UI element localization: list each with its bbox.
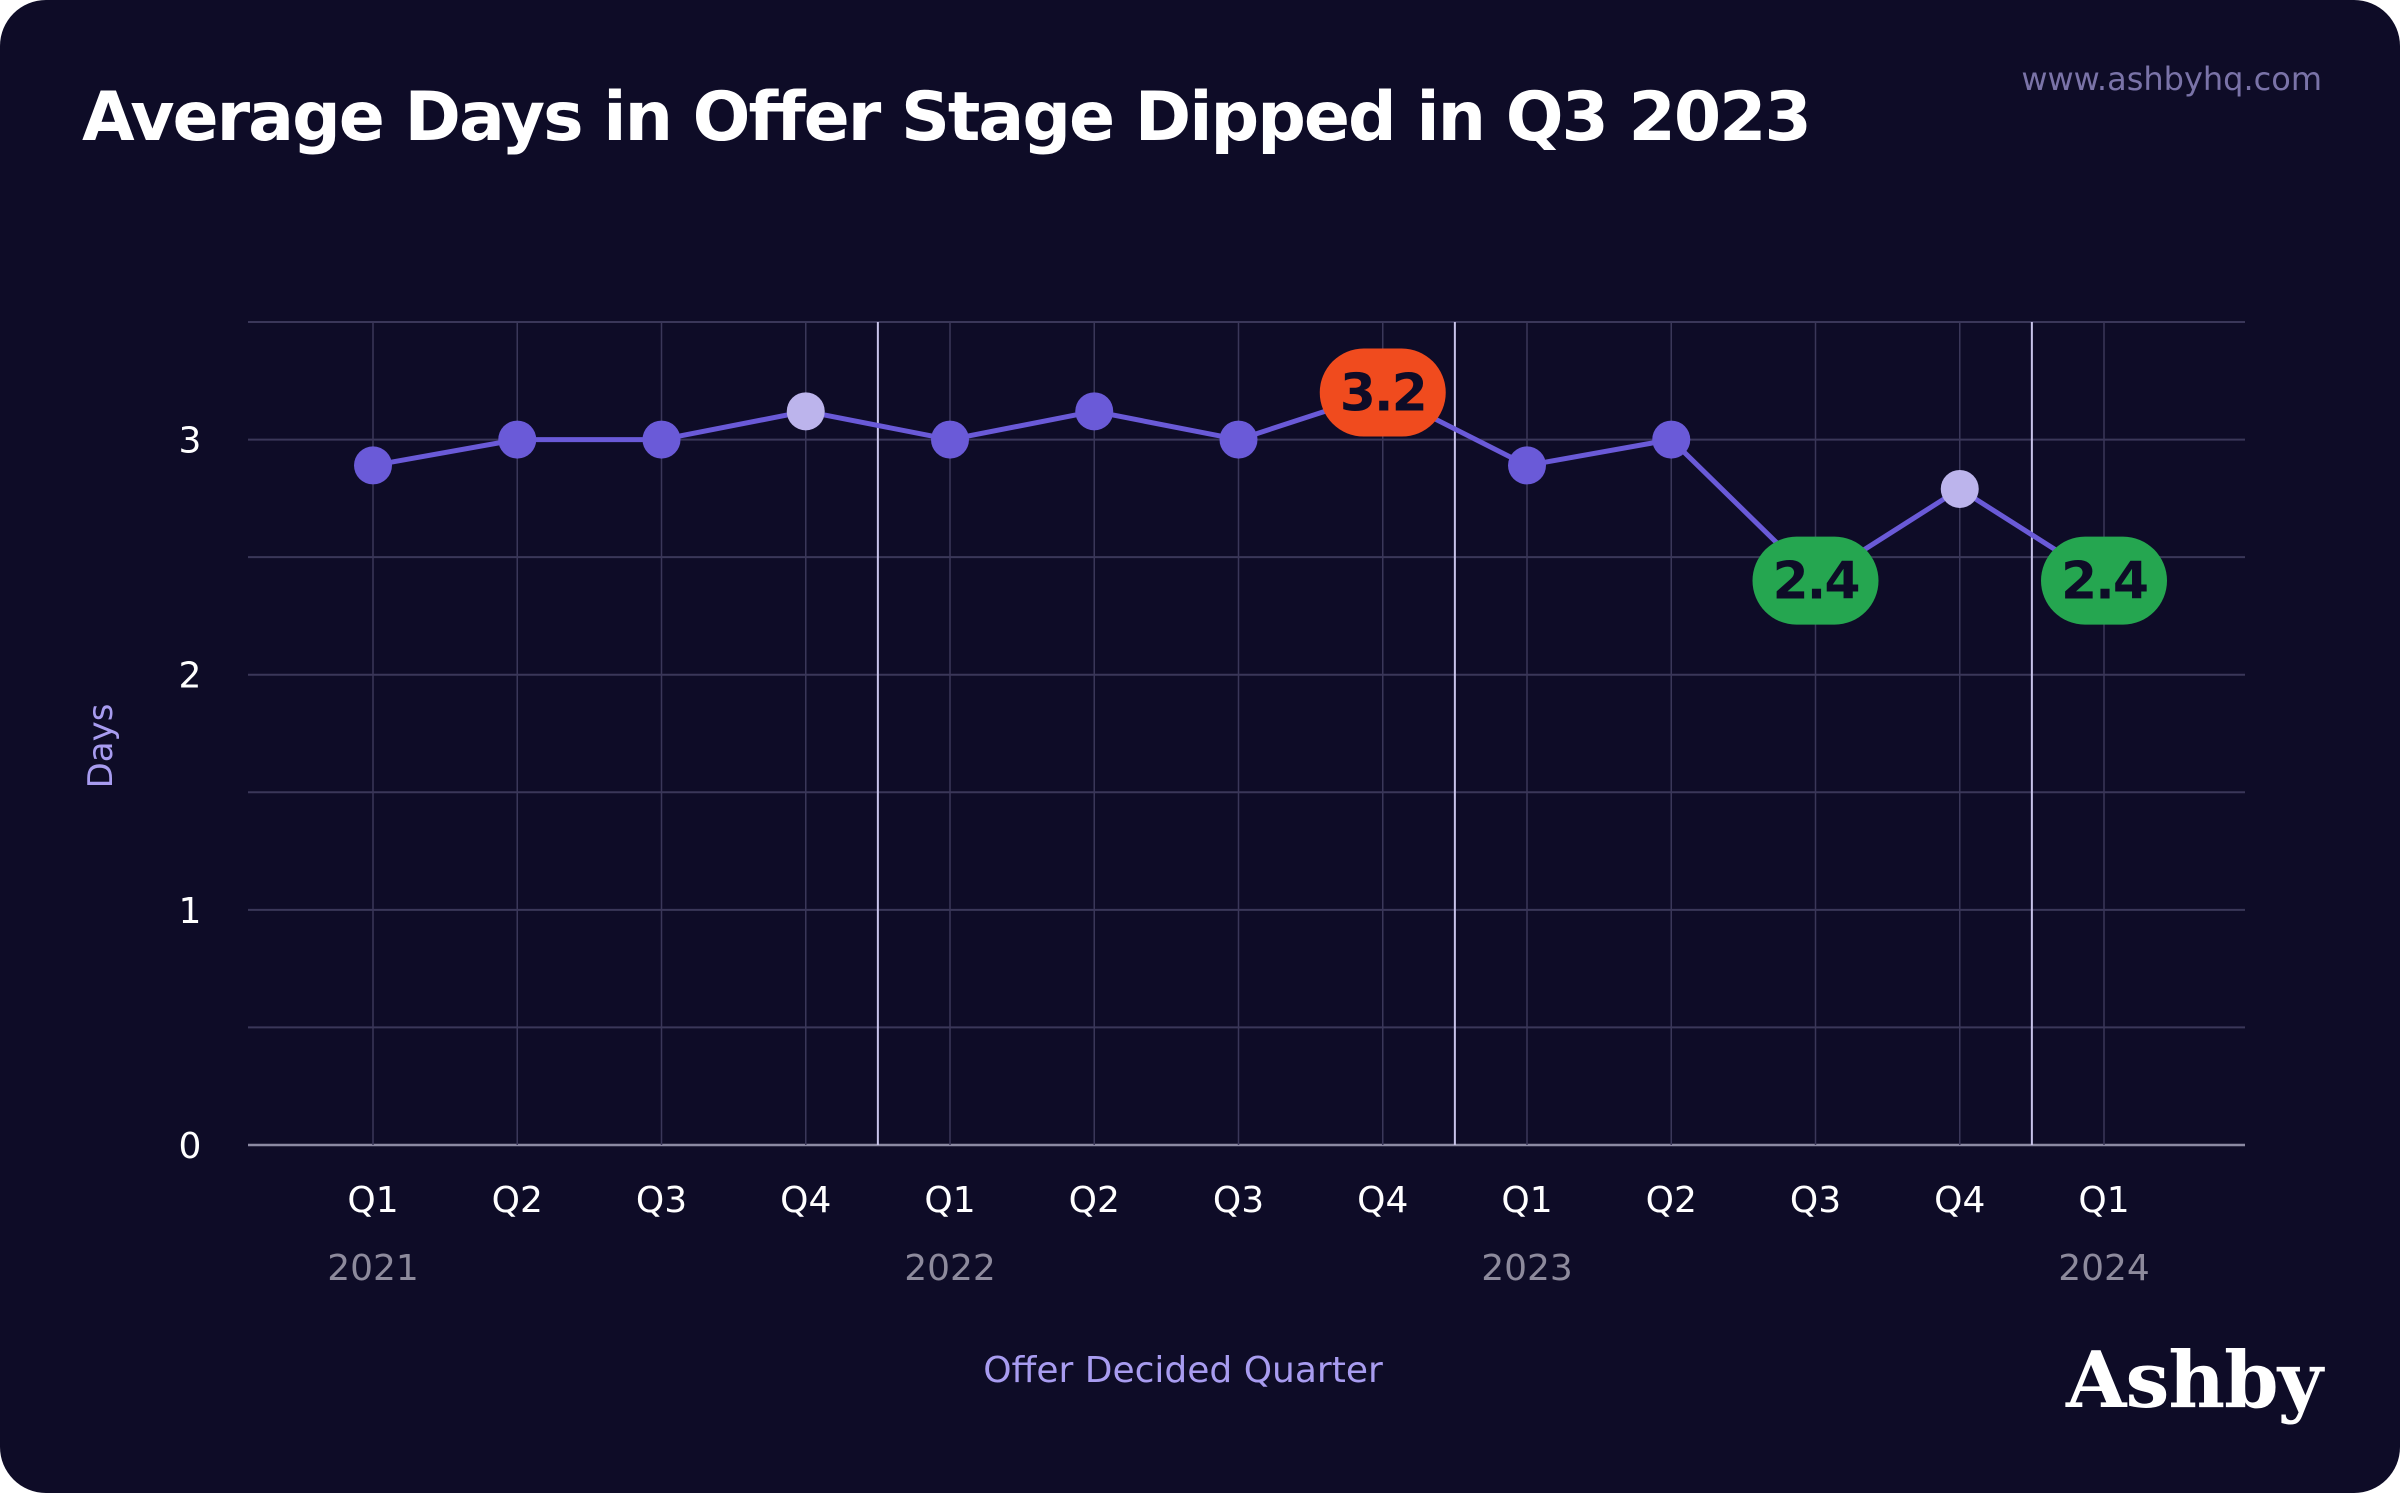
x-tick-label: Q4 — [780, 1180, 831, 1221]
chart-title: Average Days in Offer Stage Dipped in Q3… — [82, 78, 1812, 157]
data-label: 2.4 — [1772, 552, 1858, 612]
x-tick-label: Q1 — [2078, 1180, 2129, 1221]
x-tick-label: Q1 — [347, 1180, 398, 1221]
highlighted-data-point — [1940, 469, 1979, 508]
peak-value-badge — [1319, 348, 1446, 437]
year-label: 2021 — [327, 1248, 419, 1289]
x-tick-label: Q4 — [1934, 1180, 1985, 1221]
data-labels: 3.2 2.4 2.4 — [1319, 348, 2167, 625]
ashby-logo: Ashby — [2065, 1335, 2323, 1426]
y-tick-label: 3 — [179, 421, 202, 462]
data-point — [498, 420, 537, 459]
data-point — [1075, 392, 1114, 431]
low-value-badge — [2041, 536, 2167, 625]
year-label: 2024 — [2058, 1248, 2150, 1289]
x-tick-label: Q2 — [1069, 1180, 1120, 1221]
low-value-badge — [1752, 536, 1879, 625]
data-point — [354, 446, 392, 485]
data-label: 3.2 — [1340, 364, 1426, 424]
data-point — [931, 420, 969, 459]
data-point — [642, 420, 681, 459]
data-points — [354, 392, 1979, 508]
year-label: 2022 — [904, 1248, 996, 1289]
x-tick-label: Q2 — [1646, 1180, 1697, 1221]
data-label: 2.4 — [2061, 552, 2147, 612]
x-tick-label: Q1 — [1501, 1180, 1552, 1221]
source-url: www.ashbyhq.com — [2021, 60, 2322, 98]
year-label: 2023 — [1481, 1248, 1573, 1289]
data-point — [1652, 420, 1691, 459]
x-tick-label: Q3 — [636, 1180, 687, 1221]
x-tick-label: Q3 — [1213, 1180, 1264, 1221]
y-tick-label: 0 — [179, 1126, 202, 1167]
x-tick-label: Q3 — [1790, 1180, 1841, 1221]
x-tick-label: Q1 — [924, 1180, 975, 1221]
x-tick-label: Q2 — [492, 1180, 543, 1221]
data-point — [1219, 420, 1258, 459]
axes: 0 1 2 3 Q1 Q2 Q3 Q4 Q1 Q2 Q3 Q4 Q1 Q2 Q3 Q4 Q1 2021 2022 20… — [81, 421, 2150, 1391]
y-axis-title: Days — [81, 704, 121, 789]
y-tick-label: 1 — [179, 891, 202, 932]
y-tick-label: 2 — [179, 656, 202, 697]
highlighted-data-point — [786, 392, 825, 431]
data-point — [1508, 446, 1546, 485]
x-tick-label: Q4 — [1357, 1180, 1408, 1221]
x-axis-title: Offer Decided Quarter — [983, 1350, 1383, 1391]
